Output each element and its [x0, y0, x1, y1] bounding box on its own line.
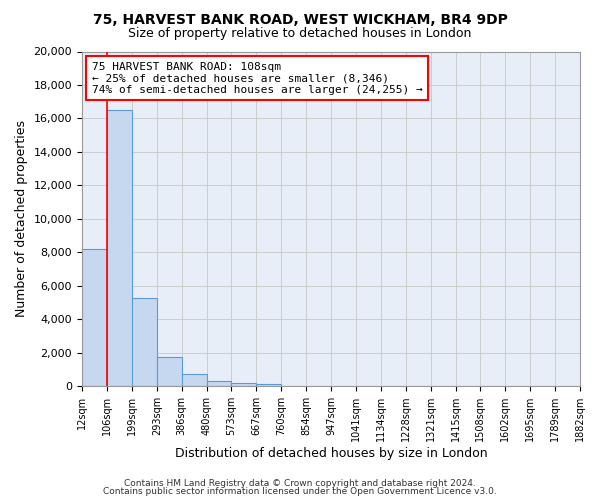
Bar: [132, 298, 157, 386]
Bar: [182, 374, 206, 386]
Bar: [157, 357, 182, 386]
Bar: [206, 381, 232, 386]
Text: Contains public sector information licensed under the Open Government Licence v3: Contains public sector information licen…: [103, 487, 497, 496]
Bar: [107, 110, 132, 386]
Bar: [232, 383, 256, 386]
Text: Contains HM Land Registry data © Crown copyright and database right 2024.: Contains HM Land Registry data © Crown c…: [124, 478, 476, 488]
Bar: [256, 384, 281, 386]
Bar: [82, 249, 107, 386]
Y-axis label: Number of detached properties: Number of detached properties: [15, 120, 28, 318]
X-axis label: Distribution of detached houses by size in London: Distribution of detached houses by size …: [175, 447, 487, 460]
Text: 75 HARVEST BANK ROAD: 108sqm
← 25% of detached houses are smaller (8,346)
74% of: 75 HARVEST BANK ROAD: 108sqm ← 25% of de…: [92, 62, 422, 94]
Text: 75, HARVEST BANK ROAD, WEST WICKHAM, BR4 9DP: 75, HARVEST BANK ROAD, WEST WICKHAM, BR4…: [92, 12, 508, 26]
Text: Size of property relative to detached houses in London: Size of property relative to detached ho…: [128, 28, 472, 40]
